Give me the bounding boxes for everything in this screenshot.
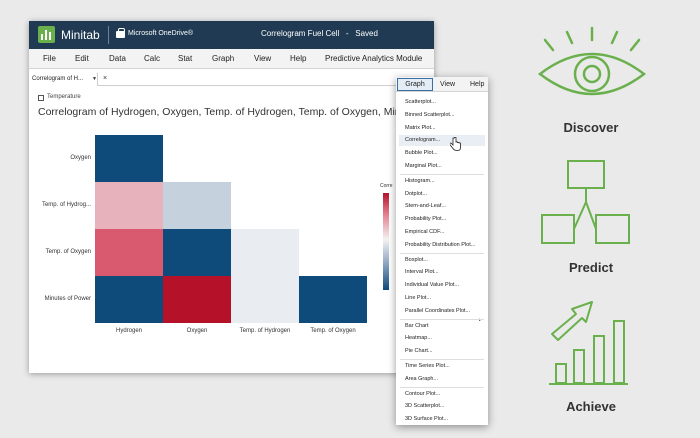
legend-title: Corre <box>380 183 393 189</box>
menu-item-bubble-plot[interactable]: Bubble Plot... <box>405 150 438 157</box>
heatmap-cell <box>163 276 231 323</box>
menu-item-boxplot[interactable]: Boxplot... <box>405 256 428 263</box>
heatmap-cell <box>299 276 367 323</box>
hand-cursor-icon <box>450 137 461 151</box>
menu-separator <box>400 318 484 320</box>
menu-item-line-plot[interactable]: Line Plot... <box>405 295 431 301</box>
heatmap-cell <box>231 276 299 323</box>
menu-stat[interactable]: Stat <box>178 54 193 63</box>
menu-item-parallel-coordinates-plot[interactable]: Parallel Coordinates Plot... <box>405 307 471 314</box>
title-separator: - <box>345 29 349 38</box>
menu-item-individual-value-plot[interactable]: Individual Value Plot... <box>405 282 460 289</box>
menu-item-probability-plot[interactable]: Probability Plot... <box>405 216 447 223</box>
heatmap-cell <box>163 182 231 229</box>
storage-location: Microsoft OneDrive® <box>128 30 194 37</box>
menu-item-stem-and-leaf[interactable]: Stem-and-Leaf... <box>405 203 446 210</box>
worksheet-icon <box>38 95 44 101</box>
menu-item-binned-scatterplot[interactable]: Binned Scatterplot... <box>405 111 455 118</box>
menu-item-contour-plot[interactable]: Contour Plot... <box>405 390 441 397</box>
briefcase-icon <box>116 28 125 38</box>
row-label: Oxygen <box>70 154 91 161</box>
variable-label: Temperature <box>47 94 81 100</box>
submenu-arrow-icon: ▸ <box>479 317 482 323</box>
menu-item-empirical-cdf[interactable]: Empirical CDF... <box>405 229 445 235</box>
heatmap-cell <box>163 229 231 276</box>
menu-item-scatterplot[interactable]: Scatterplot... <box>405 99 436 105</box>
row-label: Temp. of Hydrog... <box>41 201 91 208</box>
tab-dropdown-icon[interactable]: ▼ <box>92 76 97 82</box>
chart-title: Correlogram of Hydrogen, Oxygen, Temp. o… <box>38 106 434 118</box>
row-label: Temp. of Oxygen <box>45 248 91 255</box>
heatmap-cell <box>95 276 163 323</box>
title-bar: Minitab Microsoft OneDrive® Correlogram … <box>29 21 434 49</box>
graph-dropdown-menu: Graph View Help ▸ Scatterplot... Binned S… <box>396 77 488 425</box>
tab-correlogram[interactable]: Correlogram of H... <box>29 73 98 86</box>
menu-file[interactable]: File <box>43 54 56 63</box>
save-status: Saved <box>355 29 378 38</box>
growth-chart-icon <box>549 301 628 385</box>
menu-separator <box>400 359 484 360</box>
row-label: Minutes of Power <box>44 295 91 302</box>
menu-predictive-analytics[interactable]: Predictive Analytics Module <box>325 54 423 63</box>
column-label: Oxygen <box>186 328 208 334</box>
title-divider <box>108 26 109 44</box>
menu-separator <box>400 173 484 175</box>
feature-label-predict: Predict <box>568 260 614 275</box>
menu-separator <box>400 252 484 254</box>
menu-item-pie-chart[interactable]: Pie Chart... <box>405 348 433 355</box>
column-label: Hydrogen <box>115 328 142 334</box>
menu-item-time-series-plot[interactable]: Time Series Plot... <box>405 363 450 369</box>
menu-item-marginal-plot[interactable]: Marginal Plot... <box>405 163 442 169</box>
dropdown-tab-help[interactable]: Help <box>470 81 485 88</box>
menu-graph[interactable]: Graph <box>212 54 235 63</box>
color-scale-bar <box>383 193 389 290</box>
menu-item-probability-distribution-plot[interactable]: Probability Distribution Plot... <box>405 241 476 248</box>
menu-bar: File Edit Data Calc Stat Graph View Help… <box>29 49 434 69</box>
menu-item-3d-surface-plot[interactable]: 3D Surface Plot... <box>405 416 449 423</box>
menu-item-3d-scatterplot[interactable]: 3D Scatterplot... <box>405 403 445 410</box>
dropdown-tab-graph[interactable]: Graph <box>397 78 433 91</box>
menu-item-interval-plot[interactable]: Interval Plot... <box>405 269 439 276</box>
menu-data[interactable]: Data <box>109 54 126 63</box>
feature-label-discover: Discover <box>563 120 619 135</box>
eye-icon <box>537 26 647 96</box>
tab-label: Correlogram of H... <box>32 76 84 82</box>
dropdown-header: Graph View Help <box>396 77 488 92</box>
heatmap-cell <box>231 229 299 276</box>
menu-edit[interactable]: Edit <box>75 54 89 63</box>
minitab-logo-icon <box>38 26 55 43</box>
hover-highlight <box>399 135 485 146</box>
heatmap-cell <box>95 182 163 229</box>
menu-help[interactable]: Help <box>290 54 307 63</box>
menu-view[interactable]: View <box>254 54 272 63</box>
heatmap-cell <box>95 135 163 182</box>
flowchart-icon <box>541 160 630 244</box>
menu-item-correlogram[interactable]: Correlogram... <box>405 137 441 144</box>
document-title: Correlogram Fuel Cell - Saved <box>261 29 378 38</box>
app-name: Minitab <box>61 28 100 42</box>
menu-item-bar-chart[interactable]: Bar Chart <box>405 322 429 329</box>
minitab-window: Minitab Microsoft OneDrive® Correlogram … <box>29 21 434 373</box>
menu-item-area-graph[interactable]: Area Graph... <box>405 375 439 382</box>
feature-label-achieve: Achieve <box>566 399 616 414</box>
menu-calc[interactable]: Calc <box>144 54 161 63</box>
menu-item-matrix-plot[interactable]: Matrix Plot... <box>405 124 436 131</box>
column-label: Temp. of Hydrogen <box>239 328 291 334</box>
column-label: Temp. of Oxygen <box>310 328 356 334</box>
document-name: Correlogram Fuel Cell <box>261 29 340 38</box>
output-tab-bar: Correlogram of H... ▼ × <box>29 73 434 86</box>
heatmap-cell <box>95 229 163 276</box>
tab-close-icon[interactable]: × <box>103 75 108 82</box>
menu-separator <box>400 386 484 388</box>
dropdown-tab-view[interactable]: View <box>440 81 456 88</box>
menu-item-histogram[interactable]: Histogram... <box>405 177 435 184</box>
menu-item-dotplot[interactable]: Dotplot... <box>405 190 428 197</box>
menu-item-heatmap[interactable]: Heatmap... <box>405 335 432 342</box>
